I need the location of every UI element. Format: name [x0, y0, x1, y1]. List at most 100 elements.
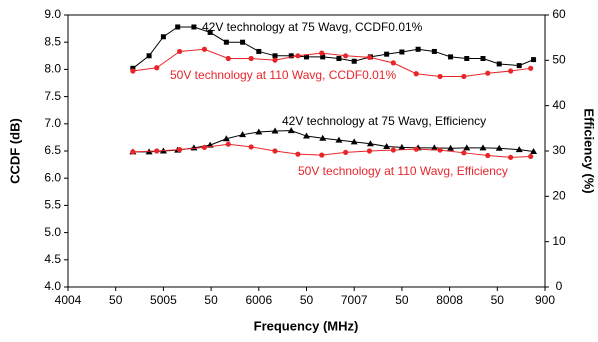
y-tick-label: 6.5 — [44, 143, 61, 157]
marker — [343, 149, 349, 155]
y-tick-label: 7.0 — [44, 116, 61, 130]
marker — [530, 147, 538, 154]
marker — [508, 154, 514, 160]
x-tick-label: 50 — [395, 293, 409, 307]
marker — [448, 54, 454, 60]
marker — [130, 65, 136, 71]
marker — [175, 24, 181, 30]
marker — [447, 144, 455, 151]
marker — [413, 146, 419, 152]
x-tick-label: 5005 — [150, 293, 177, 307]
marker — [130, 68, 136, 74]
marker — [437, 73, 443, 80]
x-tick-label: 50 — [491, 293, 505, 307]
y-tick-label: 4.5 — [44, 252, 61, 266]
marker — [366, 148, 373, 154]
marker — [207, 29, 213, 35]
y-tick-label: 5.5 — [44, 198, 61, 212]
marker — [295, 53, 301, 59]
marker — [222, 135, 230, 142]
x-tick-label: 50 — [109, 293, 123, 307]
marker — [146, 53, 152, 59]
marker — [201, 144, 208, 150]
marker — [383, 142, 391, 149]
marker — [351, 58, 357, 64]
marker — [413, 71, 419, 77]
y-tick-label: 9.0 — [44, 7, 61, 21]
marker — [248, 144, 254, 150]
y-axis-title: CCDF (dB) — [7, 118, 22, 184]
marker — [464, 56, 470, 62]
series-line — [132, 48, 531, 77]
marker — [390, 147, 396, 153]
marker — [350, 138, 358, 145]
marker — [515, 146, 523, 153]
marker — [160, 34, 166, 40]
marker — [480, 56, 486, 62]
marker — [485, 70, 491, 76]
marker — [288, 53, 294, 59]
y2-tick-label: 10 — [552, 234, 566, 248]
x-tick-label: 50 — [204, 293, 218, 307]
marker — [319, 152, 325, 158]
marker — [191, 24, 197, 30]
marker — [398, 143, 406, 150]
y-tick-label: 7.5 — [44, 89, 61, 103]
marker — [485, 152, 491, 159]
x-tick-label: 50 — [300, 293, 314, 307]
marker — [531, 57, 537, 63]
y-tick-label: 4.0 — [44, 279, 61, 293]
marker — [516, 63, 522, 69]
marker — [508, 68, 514, 74]
marker — [431, 48, 437, 54]
y2-tick-label: 0 — [556, 279, 563, 293]
marker — [201, 46, 208, 52]
marker — [366, 54, 373, 61]
x-tick-label: 8008 — [436, 293, 463, 307]
series-label: 42V technology at 75 Wavg, CCDF0.01% — [202, 20, 423, 34]
y-tick-label: 8.5 — [44, 34, 61, 48]
marker — [437, 147, 443, 153]
marker — [390, 60, 396, 66]
marker — [272, 57, 278, 63]
marker — [303, 132, 310, 139]
marker — [272, 53, 278, 59]
marker — [415, 46, 421, 52]
marker — [223, 39, 229, 45]
x-tick-label: 7007 — [341, 293, 368, 307]
marker — [177, 48, 183, 55]
y2-tick-label: 30 — [552, 143, 566, 157]
marker — [399, 49, 405, 55]
marker — [461, 73, 467, 80]
marker — [295, 151, 301, 157]
marker — [304, 54, 309, 60]
y2-tick-label: 40 — [552, 98, 566, 112]
marker — [240, 39, 246, 45]
marker — [479, 144, 487, 151]
marker — [154, 65, 160, 71]
y2-tick-label: 50 — [552, 53, 566, 67]
series-label: 42V technology at 75 Wavg, Efficiency — [282, 114, 486, 128]
marker — [528, 153, 534, 160]
marker — [336, 56, 342, 62]
marker — [320, 54, 326, 60]
marker — [154, 148, 160, 154]
y2-axis-title: Efficiency (%) — [582, 108, 597, 193]
y2-tick-label: 60 — [552, 7, 566, 21]
marker — [319, 50, 325, 56]
marker — [239, 131, 247, 138]
marker — [130, 149, 136, 155]
y-tick-label: 5.0 — [44, 225, 61, 239]
marker — [496, 61, 502, 67]
x-axis-title: Frequency (MHz) — [254, 318, 359, 333]
marker — [495, 144, 503, 151]
marker — [430, 144, 438, 151]
marker — [384, 51, 390, 57]
series-label: 50V technology at 110 Wavg, Efficiency — [298, 164, 508, 178]
marker — [463, 144, 471, 151]
series-line — [132, 143, 531, 158]
series-line — [132, 130, 534, 153]
marker — [248, 55, 254, 62]
